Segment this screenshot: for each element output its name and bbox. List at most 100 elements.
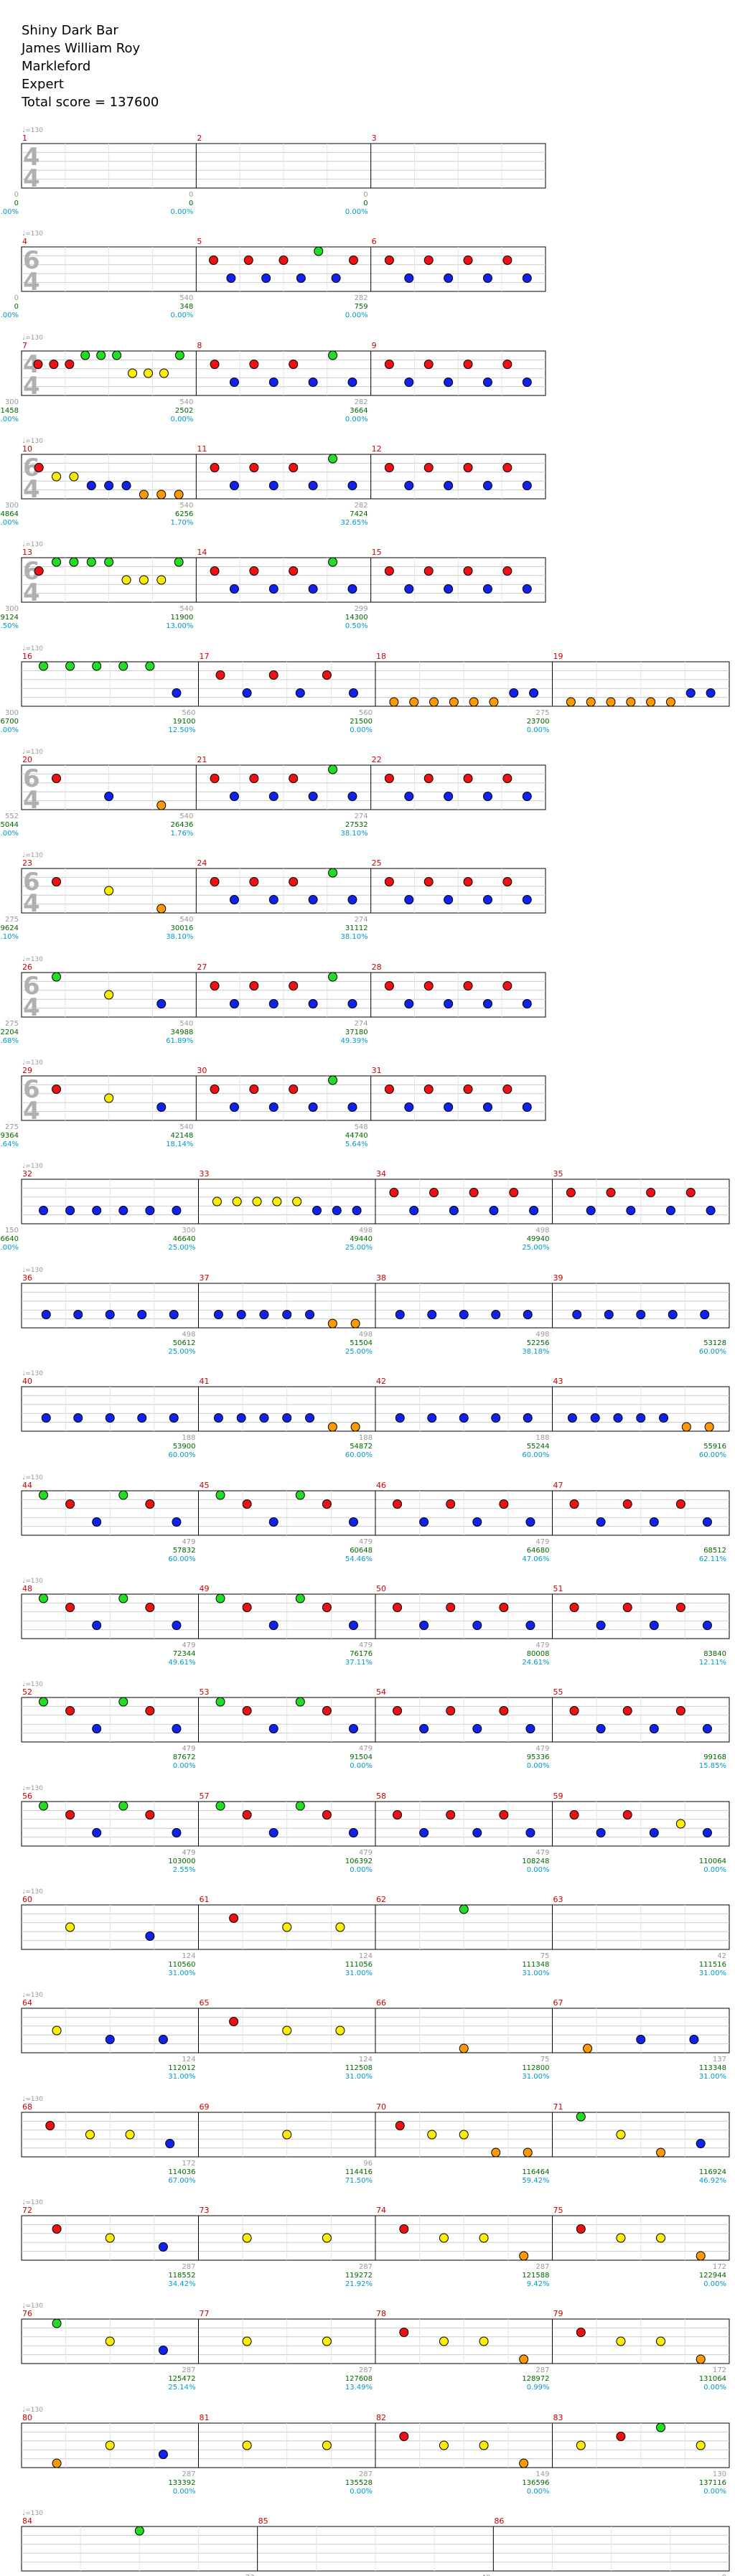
sustain-score: 287	[359, 2263, 373, 2271]
measure-number: 32	[22, 1169, 32, 1179]
star-power-pct: 0.00%	[0, 312, 19, 319]
measure-number: 50	[376, 1584, 386, 1593]
running-total: 111056	[345, 1961, 373, 1969]
star-power-pct: 0.00%	[527, 726, 550, 734]
note-gem	[125, 2130, 135, 2140]
note-gem	[409, 697, 419, 707]
running-total: 27532	[345, 821, 368, 829]
note-gem	[308, 792, 318, 801]
measure-number: 3	[372, 134, 377, 143]
note-gem	[322, 2336, 332, 2346]
song-difficulty: Expert	[22, 77, 64, 92]
note-gem	[249, 1085, 259, 1094]
note-gem	[92, 1724, 102, 1733]
note-gem	[172, 1517, 182, 1527]
note-gem	[156, 904, 167, 914]
sustain-score: 275	[5, 916, 19, 924]
sustain-score: 0	[363, 191, 368, 199]
running-total: 116464	[522, 2168, 549, 2176]
measure-number: 48	[22, 1584, 32, 1593]
measure-number: 45	[200, 1481, 210, 1490]
time-sig-top: 6	[23, 868, 40, 896]
note-gem	[347, 378, 357, 387]
measure-number: 70	[376, 2102, 386, 2112]
note-gem	[52, 2025, 62, 2036]
note-gem	[213, 1310, 223, 1319]
star-power-pct: 0.00%	[171, 208, 194, 216]
running-total: 4864	[1, 510, 19, 518]
note-gem	[242, 1810, 252, 1819]
measure-number: 21	[197, 755, 207, 764]
sustain-score: 275	[5, 1123, 19, 1131]
measure-number: 31	[372, 1066, 382, 1075]
star-power-pct: 25.00%	[345, 1348, 373, 1356]
note-gem	[261, 273, 271, 283]
tempo-marking: ♩=130	[22, 1681, 43, 1688]
sustain-score: 275	[535, 709, 549, 717]
running-total: 122944	[699, 2272, 726, 2280]
note-gem	[384, 566, 394, 576]
note-gem	[423, 877, 434, 886]
measure-number: 41	[200, 1377, 210, 1386]
measure-number: 68	[22, 2102, 32, 2112]
measure-number: 83	[553, 2413, 563, 2422]
note-gem	[395, 1413, 405, 1423]
note-gem	[112, 350, 122, 360]
note-gem	[242, 2440, 252, 2450]
star-power-pct: 24.61%	[522, 1659, 549, 1667]
note-gem	[404, 481, 414, 490]
note-gem	[308, 895, 318, 904]
note-gem	[322, 1603, 332, 1612]
star-power-pct: 25.14%	[168, 2384, 195, 2392]
note-gem	[576, 2440, 586, 2450]
note-gem	[322, 670, 332, 680]
note-gem	[243, 256, 253, 265]
note-gem	[668, 1310, 678, 1319]
note-gem	[249, 774, 259, 783]
star-power-pct: 47.06%	[522, 1555, 549, 1563]
running-total: 34988	[171, 1029, 194, 1036]
note-gem	[429, 1188, 439, 1197]
note-gem	[395, 2121, 405, 2130]
running-total: 44740	[345, 1132, 368, 1140]
measure-number: 74	[376, 2206, 386, 2215]
note-gem	[209, 256, 219, 265]
note-gem	[242, 688, 252, 698]
note-gem	[567, 1413, 577, 1423]
running-total: 87672	[173, 1753, 196, 1761]
running-total: 39364	[0, 1132, 19, 1140]
note-gem	[85, 2130, 95, 2140]
tempo-marking: ♩=130	[22, 230, 43, 238]
note-gem	[328, 350, 338, 360]
star-power-pct: 12.50%	[168, 726, 195, 734]
note-gem	[52, 877, 62, 886]
tempo-marking: ♩=130	[22, 127, 43, 134]
running-total: 99168	[703, 1753, 726, 1761]
note-gem	[444, 584, 454, 594]
star-power-pct: 25.00%	[168, 1244, 195, 1252]
note-gem	[685, 688, 696, 698]
running-total: 19100	[173, 718, 196, 726]
sustain-score: 479	[182, 1745, 195, 1753]
running-total: 111348	[522, 1961, 549, 1969]
note-gem	[259, 1413, 269, 1423]
note-gem	[158, 2346, 168, 2355]
note-gem	[145, 1499, 155, 1509]
note-gem	[399, 2432, 409, 2441]
note-gem	[459, 1413, 469, 1423]
measure-number: 81	[200, 2413, 210, 2422]
note-gem	[268, 584, 278, 594]
note-gem	[268, 481, 278, 490]
sustain-score: 540	[179, 1020, 193, 1028]
sustain-score: 498	[535, 1331, 549, 1339]
star-power-pct: 0.00%	[703, 2384, 726, 2392]
star-power-pct: 60.00%	[168, 1555, 195, 1563]
time-sig-bottom: 4	[23, 268, 40, 296]
sustain-score: 0	[722, 2574, 726, 2576]
note-gem	[73, 1413, 83, 1423]
note-gem	[229, 1914, 239, 1923]
note-gem	[347, 481, 357, 490]
star-power-pct: 73.68%	[0, 1037, 19, 1045]
note-gem	[423, 360, 434, 369]
